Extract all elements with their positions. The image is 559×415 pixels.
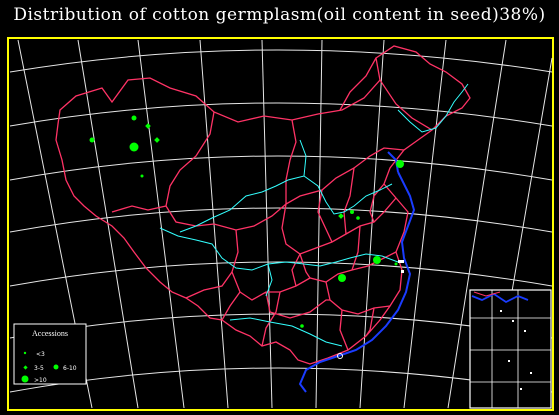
- marker-dot: [394, 262, 398, 266]
- legend: Accessions <3 3-5 6-10 >10: [13, 323, 87, 385]
- marker-dot: [300, 324, 304, 328]
- accession-markers: [89, 115, 404, 328]
- river-heilong: [397, 83, 469, 133]
- south-china-sea-inset: [469, 289, 552, 409]
- marker-octagon: [396, 160, 404, 168]
- legend-label-3-5: 3-5: [34, 365, 44, 372]
- legend-medium-dot: [53, 364, 59, 370]
- legend-label-6-10: 6-10: [63, 365, 77, 372]
- national-border: [55, 45, 471, 365]
- city-markers: [337, 260, 404, 359]
- legend-label-gt10: >10: [34, 377, 47, 384]
- rivers: [159, 83, 469, 347]
- map-frame: [7, 37, 554, 411]
- marker-dot: [140, 174, 144, 178]
- legend-label-lt3: <3: [36, 351, 45, 358]
- marker-octagon: [338, 274, 346, 282]
- marker-diamond: [338, 213, 344, 219]
- map-title: Distribution of cotton germplasm(oil con…: [13, 5, 546, 25]
- river-yangtze: [159, 227, 399, 271]
- coastline: [298, 151, 416, 393]
- river-pearl: [229, 317, 343, 347]
- marker-octagon: [373, 256, 381, 264]
- legend-title: Accessions: [32, 329, 68, 338]
- marker-diamond: [154, 137, 160, 143]
- marker-dot: [89, 137, 95, 143]
- legend-tiny-dot: [23, 351, 27, 355]
- marker-dot: [131, 115, 137, 121]
- marker-dot: [356, 216, 360, 220]
- marker-dot: [350, 210, 354, 214]
- marker-diamond: [145, 123, 151, 129]
- marker-octagon: [129, 142, 139, 152]
- province-borders: [55, 45, 471, 365]
- legend-large-octagon: [21, 375, 29, 383]
